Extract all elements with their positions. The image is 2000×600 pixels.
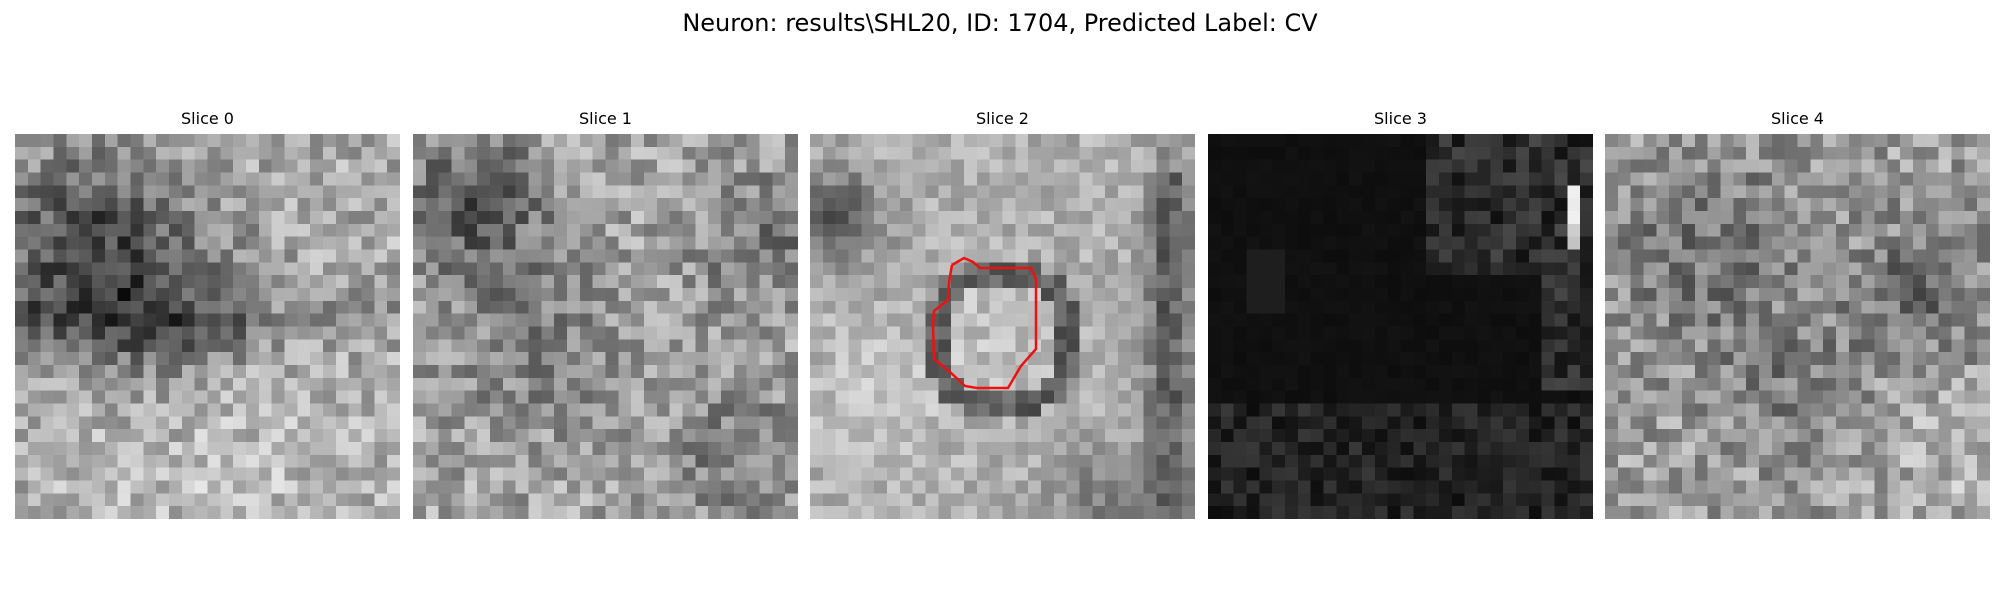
- slice-image-2: [810, 134, 1195, 519]
- slice-image-4: [1605, 134, 1990, 519]
- slice-panel-1: Slice 1: [413, 108, 798, 519]
- slice-image-1: [413, 134, 798, 519]
- slice-image-3: [1208, 134, 1593, 519]
- slice-panel-2: Slice 2: [810, 108, 1195, 519]
- slice-title-2: Slice 2: [976, 109, 1029, 128]
- slice-title-0: Slice 0: [181, 109, 234, 128]
- slice-title-4: Slice 4: [1771, 109, 1824, 128]
- slice-panel-3: Slice 3: [1208, 108, 1593, 519]
- slice-title-1: Slice 1: [579, 109, 632, 128]
- cell-contour: [931, 256, 1038, 390]
- slice-image-0: [15, 134, 400, 519]
- slice-panel-4: Slice 4: [1605, 108, 1990, 519]
- cell-contour-overlay: [931, 256, 1038, 390]
- figure-title: Neuron: results\SHL20, ID: 1704, Predict…: [682, 9, 1318, 37]
- slice-title-3: Slice 3: [1374, 109, 1427, 128]
- slice-panel-0: Slice 0: [15, 108, 400, 519]
